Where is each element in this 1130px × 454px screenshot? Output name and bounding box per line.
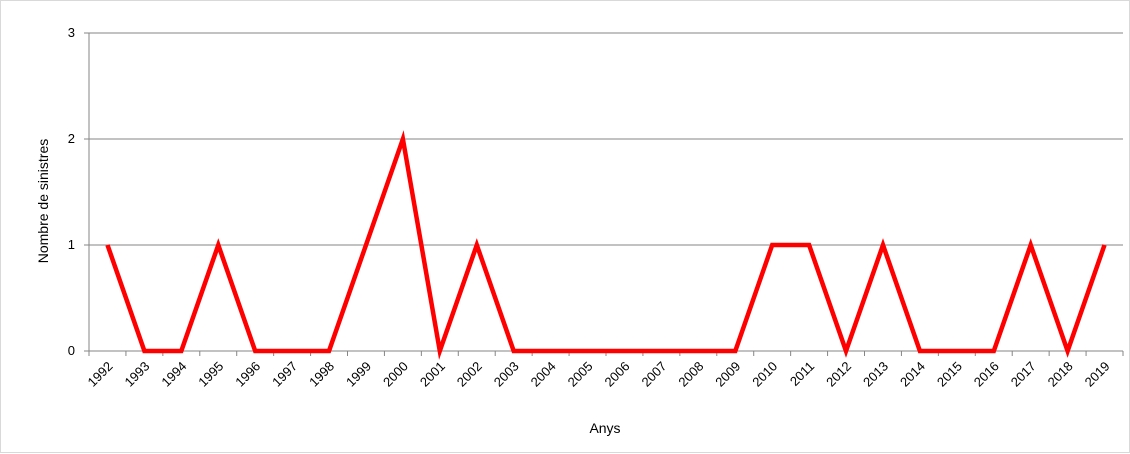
- x-tick-label: 2012: [823, 359, 854, 390]
- y-tick-label: 2: [68, 131, 75, 146]
- x-tick-label: 2018: [1045, 359, 1076, 390]
- x-tick-label: 2002: [454, 359, 485, 390]
- x-tick-label: 1998: [306, 359, 337, 390]
- x-tick-label: 2007: [638, 359, 669, 390]
- x-tick-label: 2003: [491, 359, 522, 390]
- x-tick-label: 2006: [602, 359, 633, 390]
- x-tick-label: 1999: [343, 359, 374, 390]
- x-tick-label: 2001: [417, 359, 448, 390]
- x-tick-label: 2010: [749, 359, 780, 390]
- x-tick-label: 2000: [380, 359, 411, 390]
- x-tick-label: 1996: [232, 359, 263, 390]
- x-tick-label: 2016: [971, 359, 1002, 390]
- x-tick-label: 2005: [565, 359, 596, 390]
- x-tick-label: 2008: [675, 359, 706, 390]
- x-axis-title: Anys: [589, 420, 620, 436]
- y-tick-label: 0: [68, 343, 75, 358]
- x-tick-label: 2017: [1008, 359, 1039, 390]
- x-tick-label: 1995: [195, 359, 226, 390]
- x-tick-label: 1992: [85, 359, 116, 390]
- y-tick-label: 3: [68, 25, 75, 40]
- x-tick-label: 2013: [860, 359, 891, 390]
- x-tick-label: 1997: [269, 359, 300, 390]
- x-tick-label: 2014: [897, 359, 928, 390]
- x-tick-label: 1993: [121, 359, 152, 390]
- y-axis-title: Nombre de sinistres: [35, 139, 51, 264]
- x-tick-label: 1994: [158, 359, 189, 390]
- x-tick-label: 2004: [528, 359, 559, 390]
- x-tick-label: 2011: [787, 359, 817, 389]
- gridlines: [89, 33, 1123, 245]
- y-tick-label: 1: [68, 237, 75, 252]
- x-tick-label: 2019: [1082, 359, 1113, 390]
- x-tick-label: 2015: [934, 359, 965, 390]
- x-tick-label: 2009: [712, 359, 743, 390]
